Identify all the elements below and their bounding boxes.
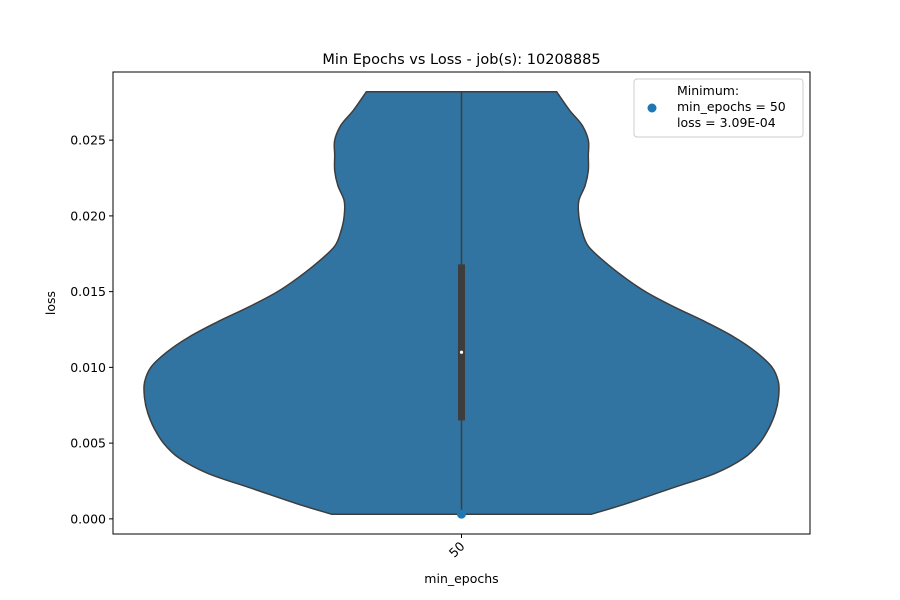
y-tick-label: 0.015 <box>70 284 106 299</box>
legend-box <box>633 78 804 138</box>
marker-layer <box>457 509 466 519</box>
legend: Minimum: min_epochs = 50 loss = 3.09E-04 <box>633 78 804 138</box>
y-tick-label: 0.005 <box>70 436 106 451</box>
violin-layer <box>143 90 780 515</box>
minimum-point <box>457 509 466 519</box>
x-axis-ticks: 50 <box>446 534 468 560</box>
y-tick-label: 0.025 <box>70 133 106 148</box>
legend-line-loss: loss = 3.09E-04 <box>677 115 776 130</box>
y-tick-label: 0.000 <box>70 511 106 526</box>
legend-line-title: Minimum: <box>677 83 739 98</box>
y-tick-label: 0.010 <box>70 360 106 375</box>
y-axis-ticks: 0.000 0.005 0.010 0.015 0.020 0.025 <box>70 133 113 526</box>
chart-title: Min Epochs vs Loss - job(s): 10208885 <box>322 52 600 68</box>
x-tick-label: 50 <box>446 538 468 560</box>
x-axis-label: min_epochs <box>424 571 498 586</box>
legend-marker-icon <box>647 103 657 113</box>
violin-median-point <box>459 350 464 354</box>
y-axis-label: loss <box>43 291 58 315</box>
y-tick-label: 0.020 <box>70 208 106 223</box>
legend-line-min-epochs: min_epochs = 50 <box>677 99 786 114</box>
violin-iqr-box <box>458 264 465 421</box>
